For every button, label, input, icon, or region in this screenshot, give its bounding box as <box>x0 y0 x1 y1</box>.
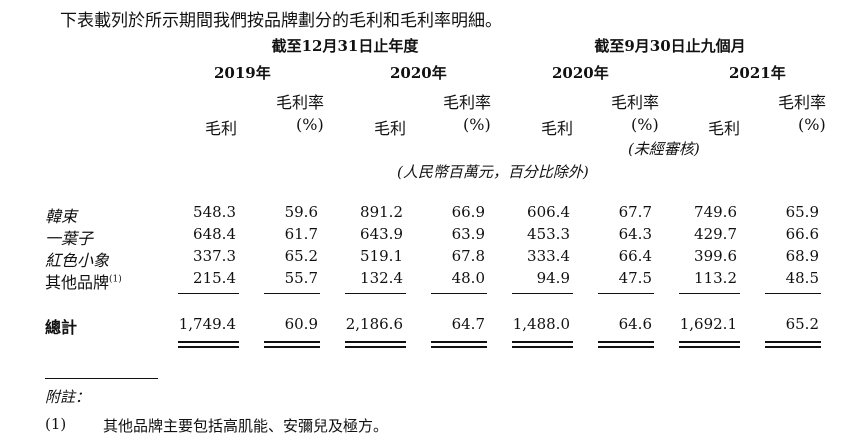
footnote-ref-1: (1) <box>109 274 122 285</box>
year-2019: 2019年 <box>214 64 271 82</box>
period-header-fy: 截至12月31日止年度 <box>271 37 419 55</box>
cell: 606.4 <box>527 203 570 221</box>
cell: 132.4 <box>360 269 403 287</box>
total-cell: 64.6 <box>618 315 652 333</box>
cell: 519.1 <box>360 247 403 265</box>
period-header-9m: 截至9月30日止九個月 <box>594 37 746 55</box>
cell: 66.9 <box>451 203 485 221</box>
cell: 333.4 <box>527 247 570 265</box>
total-cell: 65.2 <box>785 315 819 333</box>
row-label-other-brands: 其他品牌(1) <box>45 269 122 293</box>
cell: 643.9 <box>360 225 403 243</box>
year-2020-9m: 2020年 <box>552 64 609 82</box>
unaudited-note: (未經審核) <box>628 140 700 158</box>
cell: 48.0 <box>451 269 485 287</box>
total-cell: 1,692.1 <box>679 315 737 333</box>
gpm-header-1: 毛利率 <box>276 93 325 112</box>
gp-header-2: 毛利 <box>374 119 407 138</box>
gpm-header-3: 毛利率 <box>611 93 660 112</box>
footnote-text: 其他品牌主要包括高肌能、安彌兒及極方。 <box>103 417 389 435</box>
total-cell: 1,488.0 <box>512 315 570 333</box>
subtotal-rule <box>431 293 487 294</box>
total-label: 總計 <box>45 318 78 337</box>
cell: 59.6 <box>284 203 318 221</box>
cell: 66.6 <box>785 225 819 243</box>
intro-sentence: 下表載列於所示期間我們按品牌劃分的毛利和毛利率明細。 <box>60 11 502 31</box>
footnote-heading: 附註： <box>45 388 91 406</box>
gpm-header-4: 毛利率 <box>778 93 827 112</box>
footnote-separator <box>45 378 158 379</box>
cell: 65.9 <box>785 203 819 221</box>
cell: 68.9 <box>785 247 819 265</box>
cell: 548.3 <box>193 203 236 221</box>
gpm-pct-2: (%) <box>463 115 491 134</box>
subtotal-rule <box>178 293 239 294</box>
footnote-marker: (1) <box>45 415 67 433</box>
subtotal-rule <box>598 293 654 294</box>
cell: 47.5 <box>618 269 652 287</box>
cell: 65.2 <box>284 247 318 265</box>
cell: 64.3 <box>618 225 652 243</box>
gpm-pct-1: (%) <box>296 115 324 134</box>
cell: 61.7 <box>284 225 318 243</box>
cell: 66.4 <box>618 247 652 265</box>
unit-note: (人民幣百萬元，百分比除外) <box>397 163 589 181</box>
row-label-yiyezi: 一葉子 <box>45 229 94 248</box>
row-label-hongsexiaoxiang: 紅色小象 <box>45 251 110 270</box>
cell: 67.7 <box>618 203 652 221</box>
year-2021-9m: 2021年 <box>729 64 786 82</box>
year-2020-fy: 2020年 <box>390 64 447 82</box>
cell: 337.3 <box>193 247 236 265</box>
gpm-pct-4: (%) <box>798 115 826 134</box>
subtotal-rule <box>345 293 406 294</box>
cell: 63.9 <box>451 225 485 243</box>
cell: 648.4 <box>193 225 236 243</box>
subtotal-rule <box>512 293 573 294</box>
subtotal-rule <box>264 293 320 294</box>
total-cell: 64.7 <box>451 315 485 333</box>
cell: 94.9 <box>536 269 570 287</box>
gp-header-3: 毛利 <box>541 119 574 138</box>
row-label-hanshu: 韓束 <box>45 207 78 226</box>
cell: 55.7 <box>284 269 318 287</box>
cell: 113.2 <box>694 269 737 287</box>
gp-header-4: 毛利 <box>708 119 741 138</box>
cell: 399.6 <box>694 247 737 265</box>
total-cell: 2,186.6 <box>345 315 403 333</box>
gpm-header-2: 毛利率 <box>443 93 492 112</box>
subtotal-rule <box>765 293 821 294</box>
subtotal-rule <box>679 293 740 294</box>
gp-header-1: 毛利 <box>205 119 238 138</box>
cell: 48.5 <box>785 269 819 287</box>
gpm-pct-3: (%) <box>631 115 659 134</box>
cell: 749.6 <box>694 203 737 221</box>
cell: 215.4 <box>193 269 236 287</box>
cell: 891.2 <box>360 203 403 221</box>
other-brands-text: 其他品牌 <box>45 273 110 292</box>
cell: 453.3 <box>527 225 570 243</box>
total-cell: 1,749.4 <box>178 315 236 333</box>
total-cell: 60.9 <box>284 315 318 333</box>
cell: 67.8 <box>451 247 485 265</box>
cell: 429.7 <box>694 225 737 243</box>
